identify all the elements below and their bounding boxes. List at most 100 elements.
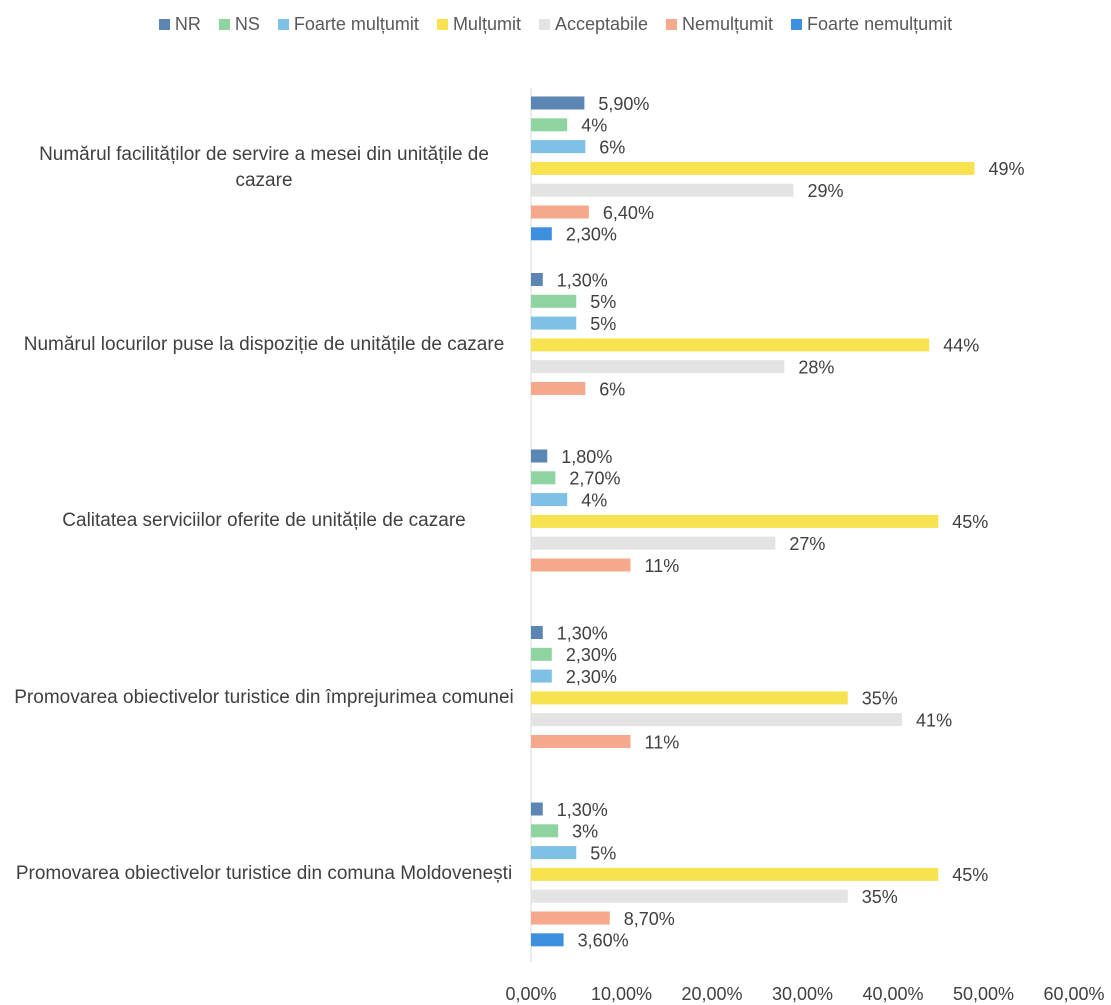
- bar: [531, 802, 543, 816]
- category-label: Numărul locurilor puse la dispoziție de …: [23, 333, 505, 355]
- bar: [531, 205, 589, 219]
- data-label: 45%: [952, 512, 988, 532]
- bar: [531, 471, 556, 485]
- bar: [531, 713, 903, 727]
- data-label: 1,80%: [561, 447, 612, 467]
- bar: [531, 889, 848, 903]
- legend: NR NS Foarte mulțumit Mulțumit Acceptabile Ne…: [0, 14, 1111, 35]
- legend-label: Foarte mulțumit: [293, 14, 419, 34]
- data-label: 2,30%: [566, 645, 617, 665]
- bar: [531, 273, 543, 286]
- category-label: Numărul facilităților de servire a mesei…: [39, 144, 489, 192]
- data-label: 2,30%: [566, 225, 617, 245]
- legend-label: Foarte nemulțumit: [807, 14, 953, 34]
- legend-swatch: [277, 19, 289, 30]
- legend-swatch: [158, 19, 170, 30]
- x-tick-label: 60,00%: [1043, 984, 1104, 1004]
- category-label: Promovarea obiectivelor turistice din co…: [15, 863, 513, 885]
- legend-item: Acceptabile: [538, 14, 649, 35]
- data-label: 6%: [599, 379, 625, 399]
- data-label: 35%: [862, 887, 898, 907]
- data-label: 5%: [590, 292, 616, 312]
- bar: [531, 558, 631, 572]
- bar: [531, 183, 794, 197]
- data-label: 2,30%: [566, 667, 617, 687]
- bar: [531, 626, 543, 639]
- data-label: 49%: [988, 159, 1024, 179]
- bar: [531, 140, 586, 154]
- legend-swatch: [791, 19, 803, 30]
- data-label: 29%: [807, 181, 843, 201]
- data-label: 4%: [581, 116, 607, 136]
- bar: [531, 338, 930, 352]
- bar: [531, 493, 568, 507]
- legend-item: Foarte mulțumit: [277, 14, 419, 35]
- bar: [531, 669, 552, 683]
- bar: [531, 161, 975, 175]
- data-label: 27%: [789, 534, 825, 554]
- legend-swatch: [218, 19, 230, 30]
- bar: [531, 316, 577, 330]
- legend-item: Mulțumit: [436, 14, 521, 35]
- data-label: 3%: [572, 822, 598, 842]
- legend-item: Nemulțumit: [666, 14, 773, 35]
- data-label: 1,30%: [557, 800, 608, 820]
- data-label: 5,90%: [598, 94, 649, 114]
- data-label: 11%: [645, 556, 680, 576]
- legend-swatch: [666, 19, 678, 30]
- legend-item: Foarte nemulțumit: [791, 14, 952, 35]
- x-tick-label: 40,00%: [862, 984, 923, 1004]
- legend-label: NR: [174, 14, 201, 34]
- bar: [531, 933, 564, 947]
- legend-label: Mulțumit: [452, 14, 521, 34]
- legend-label: NS: [234, 14, 260, 34]
- data-label: 8,70%: [624, 909, 675, 929]
- category-label: Promovarea obiectivelor turistice din îm…: [14, 686, 514, 708]
- bar: [531, 382, 586, 395]
- data-label: 2,70%: [569, 469, 620, 489]
- x-tick-label: 20,00%: [681, 984, 742, 1004]
- legend-item: NR: [158, 14, 201, 35]
- data-label: 41%: [916, 710, 952, 730]
- data-label: 5%: [590, 314, 616, 334]
- bar: [531, 647, 552, 661]
- legend-label: Nemulțumit: [682, 14, 774, 34]
- x-tick-label: 10,00%: [591, 984, 652, 1004]
- bar: [531, 294, 577, 308]
- data-label: 6%: [599, 137, 625, 157]
- data-label: 28%: [798, 357, 834, 377]
- legend-swatch: [538, 19, 550, 30]
- data-label: 45%: [952, 865, 988, 885]
- x-tick-label: 50,00%: [953, 984, 1014, 1004]
- data-label: 6,40%: [603, 203, 654, 223]
- bar: [531, 691, 848, 705]
- bar: [531, 227, 552, 241]
- category-label: Calitatea serviciilor oferite de unități…: [62, 510, 466, 532]
- data-label: 44%: [943, 336, 979, 356]
- bar: [531, 96, 585, 110]
- data-label: 3,60%: [578, 931, 629, 951]
- bar: [531, 867, 939, 881]
- data-label: 5%: [590, 843, 616, 863]
- bar: [531, 360, 785, 374]
- bar: [531, 824, 559, 838]
- data-label: 1,30%: [557, 270, 608, 290]
- bar: [531, 536, 776, 550]
- x-tick-label: 0,00%: [505, 984, 556, 1004]
- data-label: 35%: [862, 689, 898, 709]
- bar: [531, 449, 548, 463]
- legend-swatch: [436, 19, 448, 30]
- bar: [531, 514, 939, 528]
- bar: [531, 735, 631, 748]
- x-tick-label: 30,00%: [772, 984, 833, 1004]
- data-label: 1,30%: [557, 623, 608, 643]
- bar: [531, 911, 610, 925]
- legend-item: NS: [218, 14, 260, 35]
- bar: [531, 118, 568, 132]
- bar: [531, 846, 577, 860]
- data-label: 11%: [645, 732, 680, 752]
- legend-label: Acceptabile: [554, 14, 649, 34]
- data-label: 4%: [581, 490, 607, 510]
